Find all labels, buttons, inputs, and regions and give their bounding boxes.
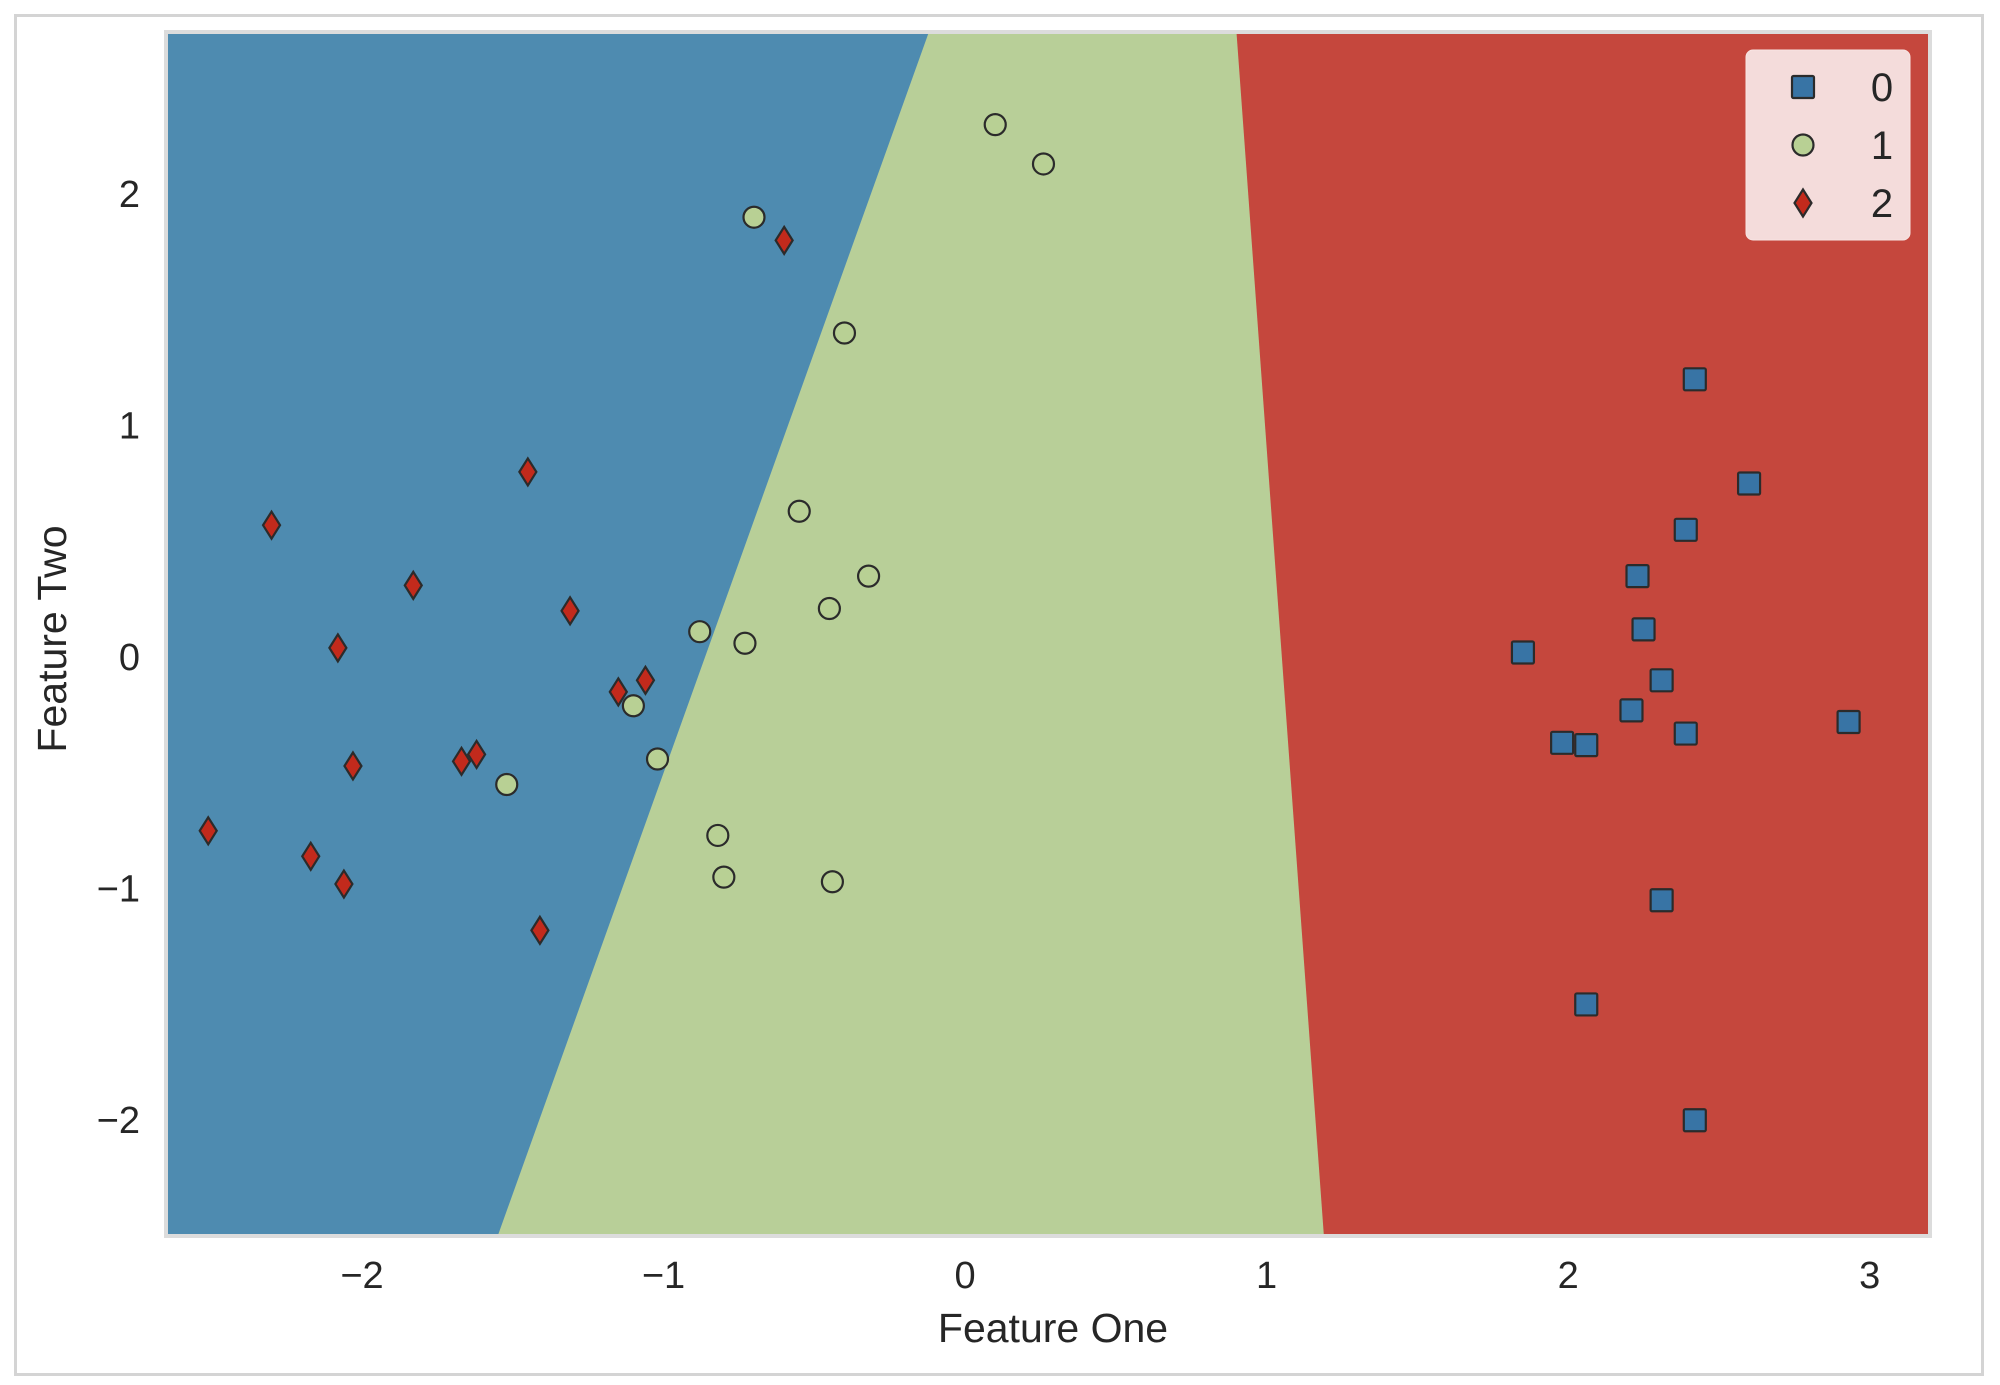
x-tick-label: 1 [1256,1255,1277,1297]
point-class-0 [1619,698,1644,723]
y-tick-label: 2 [119,174,140,216]
point-class-0 [1649,888,1674,913]
point-class-2 [774,224,794,256]
point-class-1 [1031,152,1056,176]
point-class-0 [1673,517,1698,542]
decision-regions [166,32,1930,1236]
x-tick-label: −2 [340,1255,383,1297]
point-class-0 [1574,992,1599,1017]
point-class-0 [1673,721,1698,746]
y-tick-label: −1 [97,869,140,911]
point-class-2 [518,456,538,488]
point-class-1 [832,321,857,345]
legend-label-1: 1 [1871,124,1893,168]
point-class-0 [1736,471,1762,496]
point-class-0 [1625,564,1650,589]
point-class-2 [403,569,424,601]
region-class-2 [1236,32,1930,1236]
legend-label-2: 2 [1871,182,1893,226]
point-class-1 [621,694,645,718]
x-axis-ticks: −2 −1 0 1 2 3 [340,1255,1880,1297]
point-class-1 [787,499,811,523]
point-class-1 [817,596,841,621]
point-class-2 [261,509,282,541]
y-tick-label: 1 [119,406,140,448]
legend-box [1745,49,1911,241]
y-axis-label: Feature Two [29,525,75,752]
region-class-0 [166,32,929,1236]
legend-marker-1 [1791,133,1815,157]
point-class-2 [530,914,550,946]
point-class-1 [645,747,670,771]
point-class-2 [328,632,348,664]
point-class-2 [608,676,629,708]
x-tick-label: −1 [642,1255,685,1297]
point-class-1 [820,870,845,894]
point-class-1 [706,823,730,848]
point-class-2 [334,868,354,900]
point-class-2 [300,840,321,872]
y-axis-ticks: −2 −1 0 1 2 [97,174,140,1142]
data-points [198,113,1861,1133]
legend-marker-0 [1790,74,1816,100]
point-class-1 [856,564,881,588]
x-tick-label: 0 [955,1255,976,1297]
point-class-1 [712,865,736,889]
point-class-2 [635,664,656,696]
point-class-1 [983,113,1007,137]
point-class-2 [198,815,219,847]
point-class-1 [688,620,712,644]
point-class-0 [1682,367,1707,392]
point-class-2 [343,750,363,782]
point-class-2 [560,595,580,627]
point-class-0 [1550,730,1575,755]
point-class-1 [742,205,766,229]
y-tick-label: −2 [97,1100,140,1142]
point-class-0 [1631,617,1656,642]
point-class-0 [1836,709,1861,735]
point-class-1 [733,631,757,655]
legend: 0 1 2 [1745,49,1911,241]
point-class-2 [466,738,487,770]
point-class-0 [1649,668,1674,693]
legend-label-0: 0 [1871,66,1893,110]
point-class-0 [1682,1108,1707,1133]
legend-marker-2 [1793,187,1813,219]
point-class-0 [1574,733,1599,758]
point-class-0 [1510,640,1536,665]
point-class-2 [451,745,472,777]
point-class-1 [495,772,519,797]
y-tick-label: 0 [119,637,140,679]
x-axis-label: Feature One [938,1305,1168,1351]
plot-area-border [164,30,1932,1238]
x-tick-label: 2 [1558,1255,1579,1297]
x-tick-label: 3 [1859,1255,1880,1297]
